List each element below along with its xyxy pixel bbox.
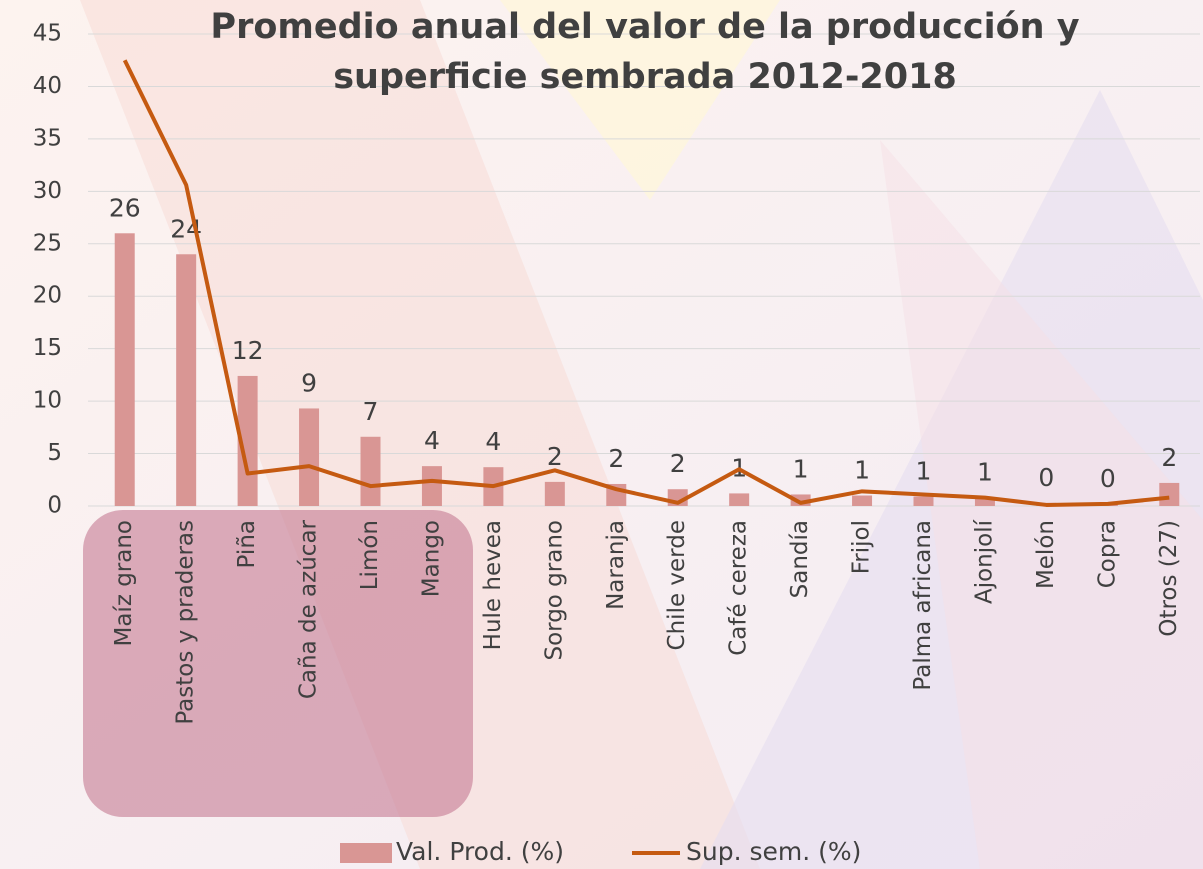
x-tick-label: Sandía [787, 520, 813, 598]
data-label: 9 [301, 368, 317, 397]
bar [421, 466, 442, 506]
bar [852, 495, 873, 506]
bar [790, 494, 811, 506]
bar [913, 496, 934, 506]
x-tick-label: Chile verde [664, 520, 690, 650]
bar [544, 481, 565, 506]
data-label: 0 [1038, 463, 1054, 492]
bar [360, 436, 381, 506]
legend-swatch [340, 843, 392, 863]
y-tick-label: 15 [33, 335, 62, 361]
data-label: 0 [1100, 464, 1116, 493]
bar [729, 493, 750, 506]
x-tick-label: Copra [1094, 520, 1120, 588]
y-tick-label: 40 [33, 73, 62, 99]
data-label: 2 [608, 444, 624, 473]
data-label: 26 [109, 193, 141, 222]
x-tick-label: Naranja [603, 520, 629, 610]
x-tick-label: Ajonjolí [971, 519, 997, 604]
data-label: 1 [916, 457, 932, 486]
x-tick-label: Frijol [849, 520, 875, 574]
chart-title: Promedio anual del valor de la producció… [210, 7, 1080, 97]
decoration [500, 0, 780, 200]
y-tick-label: 5 [47, 440, 62, 466]
legend-label: Sup. sem. (%) [686, 837, 861, 866]
data-label: 2 [1161, 443, 1177, 472]
y-tick-label: 20 [33, 283, 62, 309]
legend-label: Val. Prod. (%) [396, 837, 564, 866]
decoration [80, 0, 760, 869]
y-tick-label: 30 [33, 178, 62, 204]
data-label: 1 [854, 456, 870, 485]
x-tick-label: Melón [1033, 520, 1059, 589]
y-tick-label: 25 [33, 230, 62, 256]
data-label: 4 [485, 427, 501, 456]
data-label: 1 [977, 458, 993, 487]
data-label: 12 [232, 336, 264, 365]
x-tick-label: Pastos y praderas [173, 520, 199, 725]
data-label: 1 [793, 454, 809, 483]
bar [176, 254, 197, 506]
x-tick-label: Palma africana [910, 520, 936, 691]
data-label: 2 [670, 449, 686, 478]
x-tick-label: Sorgo grano [541, 520, 567, 661]
bar [974, 497, 995, 506]
x-tick-label: Piña [234, 520, 260, 568]
x-tick-label: Limón [357, 520, 383, 590]
x-tick-label: Caña de azúcar [296, 519, 322, 699]
data-label: 2 [547, 442, 563, 471]
data-label: 4 [424, 426, 440, 455]
line [122, 59, 1170, 507]
x-tick-label: Otros (27) [1156, 520, 1182, 637]
highlight-box [83, 510, 473, 817]
bar [299, 408, 320, 506]
y-tick-label: 45 [33, 21, 62, 47]
y-tick-label: 0 [47, 493, 62, 519]
x-tick-label: Café cereza [726, 520, 752, 656]
x-tick-label: Hule hevea [480, 520, 506, 650]
bar [1159, 482, 1180, 506]
x-tick-label: Maíz grano [111, 520, 137, 647]
x-tick-label: Mango [418, 520, 444, 597]
data-label: 7 [363, 397, 379, 426]
y-tick-label: 35 [33, 125, 62, 151]
bar [114, 233, 135, 507]
y-tick-label: 10 [33, 388, 62, 414]
